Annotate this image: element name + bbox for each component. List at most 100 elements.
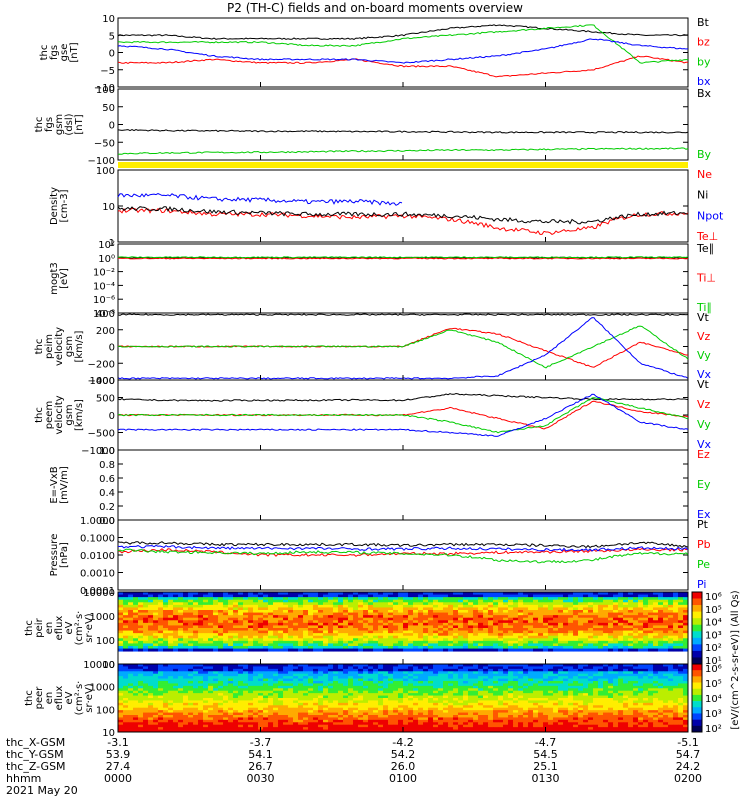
- heatmap-cell: [578, 602, 584, 606]
- heatmap-cell: [238, 599, 244, 603]
- heatmap-cell: [608, 664, 614, 667]
- heatmap-cell: [163, 594, 169, 598]
- heatmap-cell: [213, 625, 219, 629]
- heatmap-cell: [143, 678, 149, 682]
- heatmap-cell: [583, 681, 589, 684]
- heatmap-cell: [633, 668, 639, 672]
- heatmap-cell: [368, 638, 374, 642]
- heatmap-cell: [423, 597, 429, 601]
- heatmap-cell: [468, 700, 474, 704]
- heatmap-cell: [458, 592, 464, 595]
- heatmap-cell: [333, 633, 339, 637]
- heatmap-cell: [243, 705, 249, 709]
- heatmap-cell: [213, 615, 219, 619]
- heatmap-cell: [203, 604, 209, 608]
- heatmap-cell: [558, 683, 564, 687]
- heatmap-cell: [158, 690, 164, 694]
- heatmap-cell: [133, 617, 139, 621]
- heatmap-cell: [213, 666, 219, 670]
- heatmap-cell: [623, 700, 629, 704]
- heatmap-cell: [248, 683, 254, 687]
- legend-entry: By: [697, 148, 712, 161]
- heatmap-cell: [388, 620, 394, 624]
- heatmap-cell: [573, 599, 579, 603]
- y-tick-label: 10⁰: [98, 254, 115, 265]
- legend-entry: Ti∥: [696, 301, 712, 314]
- heatmap-cell: [458, 625, 464, 629]
- heatmap-cell: [268, 622, 274, 626]
- heatmap-cell: [288, 685, 294, 689]
- heatmap-cell: [343, 617, 349, 621]
- heatmap-cell: [478, 673, 484, 677]
- heatmap-cell: [638, 702, 644, 706]
- y-tick-label: 200: [96, 326, 115, 337]
- heatmap-cell: [153, 648, 159, 652]
- heatmap-cell: [653, 628, 659, 631]
- heatmap-cell: [203, 685, 209, 689]
- heatmap-cell: [273, 681, 279, 684]
- heatmap-cell: [513, 690, 519, 694]
- heatmap-cell: [138, 693, 144, 696]
- heatmap-cell: [288, 676, 294, 679]
- heatmap-cell: [253, 604, 259, 608]
- heatmap-cell: [338, 664, 344, 667]
- heatmap-cell: [293, 700, 299, 704]
- heatmap-cell: [428, 628, 434, 631]
- heatmap-cell: [173, 620, 179, 624]
- heatmap-cell: [393, 638, 399, 642]
- heatmap-cell: [623, 676, 629, 679]
- heatmap-cell: [433, 664, 439, 667]
- heatmap-cell: [158, 625, 164, 629]
- heatmap-cell: [323, 599, 329, 603]
- heatmap-cell: [643, 615, 649, 619]
- heatmap-cell: [178, 643, 184, 647]
- heatmap-cell: [498, 695, 504, 699]
- heatmap-cell: [433, 690, 439, 694]
- heatmap-cell: [623, 668, 629, 672]
- heatmap-cell: [393, 685, 399, 689]
- heatmap-cell: [608, 635, 614, 639]
- heatmap-cell: [213, 620, 219, 624]
- heatmap-cell: [538, 673, 544, 677]
- heatmap-cell: [293, 695, 299, 699]
- heatmap-cell: [493, 685, 499, 689]
- heatmap-cell: [148, 683, 154, 687]
- heatmap-cell: [438, 622, 444, 626]
- heatmap-cell: [573, 640, 579, 644]
- heatmap-cell: [258, 676, 264, 679]
- heatmap-cell: [173, 676, 179, 679]
- heatmap-cell: [393, 630, 399, 634]
- heatmap-cell: [333, 685, 339, 689]
- heatmap-cell: [448, 635, 454, 639]
- heatmap-cell: [583, 592, 589, 595]
- heatmap-cell: [123, 628, 129, 631]
- heatmap-cell: [673, 625, 679, 629]
- heatmap-cell: [553, 628, 559, 631]
- heatmap-cell: [333, 604, 339, 608]
- heatmap-cell: [533, 673, 539, 677]
- heatmap-cell: [178, 664, 184, 667]
- heatmap-cell: [283, 673, 289, 677]
- heatmap-cell: [418, 599, 424, 603]
- heatmap-cell: [293, 666, 299, 670]
- heatmap-cell: [348, 607, 354, 611]
- heatmap-cell: [468, 597, 474, 601]
- heatmap-cell: [523, 594, 529, 598]
- heatmap-cell: [268, 685, 274, 689]
- heatmap-cell: [143, 594, 149, 598]
- heatmap-cell: [148, 592, 154, 595]
- heatmap-cell: [388, 607, 394, 611]
- heatmap-cell: [258, 617, 264, 621]
- heatmap-cell: [408, 602, 414, 606]
- heatmap-cell: [323, 597, 329, 601]
- heatmap-cell: [543, 664, 549, 667]
- heatmap-cell: [263, 676, 269, 679]
- heatmap-cell: [298, 646, 304, 649]
- heatmap-cell: [463, 628, 469, 631]
- heatmap-cell: [638, 685, 644, 689]
- heatmap-cell: [188, 664, 194, 667]
- heatmap-cell: [323, 705, 329, 709]
- heatmap-cell: [528, 681, 534, 684]
- heatmap-cell: [308, 615, 314, 619]
- heatmap-cell: [598, 633, 604, 637]
